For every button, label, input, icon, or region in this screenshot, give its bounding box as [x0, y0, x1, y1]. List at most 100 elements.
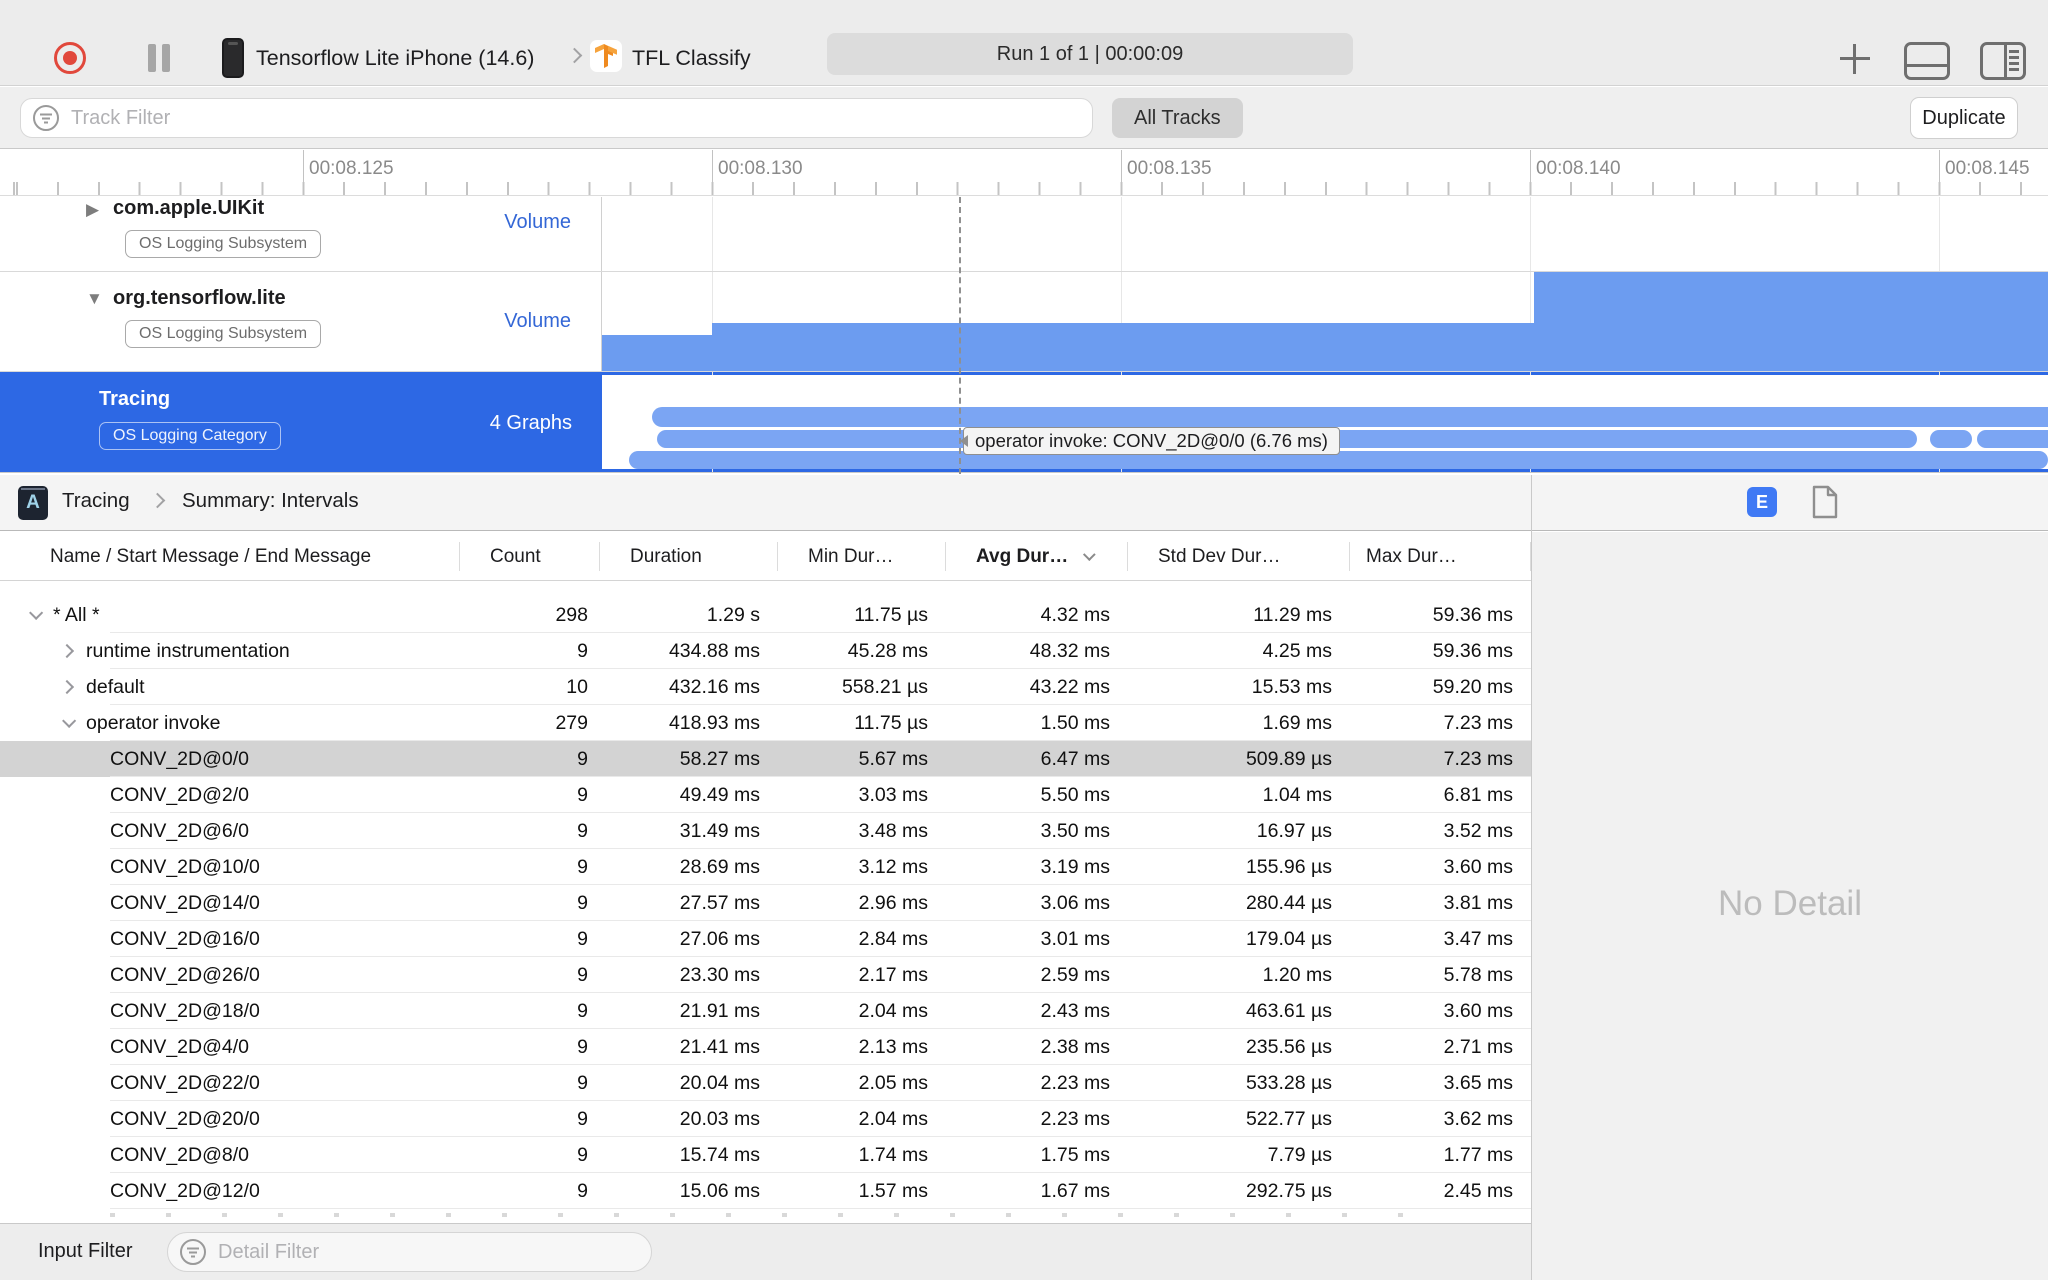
device-selector[interactable]: Tensorflow Lite iPhone (14.6): [256, 46, 535, 70]
disclosure-right-icon[interactable]: [59, 679, 75, 695]
breadcrumb-page[interactable]: Summary: Intervals: [182, 489, 359, 512]
column-header-count[interactable]: Count: [460, 532, 600, 581]
extended-detail-tab[interactable]: E: [1747, 487, 1777, 517]
pane-divider[interactable]: [1531, 475, 1532, 1280]
tracing-instrument-icon: A: [18, 486, 48, 520]
ruler-tick-label: 00:08.130: [718, 158, 803, 179]
run-status-display: Run 1 of 1 | 00:00:09: [827, 33, 1353, 75]
track-row-tensorflow[interactable]: ▼ org.tensorflow.lite OS Logging Subsyst…: [0, 272, 2048, 372]
row-name: CONV_2D@2/0: [110, 783, 250, 806]
cell-duration: 1.29 s: [706, 603, 760, 626]
cell-std: 509.89 µs: [1245, 747, 1332, 770]
disclosure-right-icon[interactable]: [59, 643, 75, 659]
column-header-duration[interactable]: Duration: [600, 532, 778, 581]
track-row-tracing-selected[interactable]: Tracing OS Logging Category 4 Graphs: [0, 372, 2048, 473]
column-header-stddev[interactable]: Std Dev Dur…: [1128, 532, 1350, 581]
table-row[interactable]: default 10 432.16 ms 558.21 µs 43.22 ms 15.53…: [0, 669, 1531, 705]
cell-min: 2.96 ms: [858, 891, 928, 914]
cell-min: 45.28 ms: [847, 639, 928, 662]
row-name: default: [86, 675, 145, 698]
record-button[interactable]: [54, 42, 86, 74]
pause-button[interactable]: [148, 44, 172, 72]
cell-min: 2.17 ms: [858, 963, 928, 986]
volume-bar-segment: [602, 335, 712, 371]
volume-bar-segment: [712, 323, 1534, 371]
cell-avg: 5.50 ms: [1040, 783, 1110, 806]
cell-max: 3.47 ms: [1443, 927, 1513, 950]
cell-count: 9: [577, 783, 588, 806]
column-header-min[interactable]: Min Dur…: [778, 532, 946, 581]
track-row-uikit[interactable]: ▶ com.apple.UIKit OS Logging Subsystem V…: [0, 197, 2048, 272]
disclosure-down-icon[interactable]: ▼: [86, 289, 103, 308]
cell-duration: 20.04 ms: [679, 1071, 760, 1094]
bottom-filter-bar: Input Filter Detail Filter: [0, 1223, 1531, 1280]
input-filter-label[interactable]: Input Filter: [38, 1240, 133, 1262]
ruler-tick-label: 00:08.145: [1945, 158, 2030, 179]
cell-min: 5.67 ms: [858, 747, 928, 770]
disclosure-down-icon[interactable]: [29, 605, 44, 620]
cell-max: 59.36 ms: [1432, 603, 1513, 626]
ruler-tick-label: 00:08.135: [1127, 158, 1212, 179]
all-tracks-button[interactable]: All Tracks: [1112, 98, 1243, 138]
duplicate-button[interactable]: Duplicate: [1910, 97, 2018, 139]
cell-max: 3.52 ms: [1443, 819, 1513, 842]
track-title: org.tensorflow.lite: [113, 287, 286, 309]
cell-min: 2.04 ms: [858, 1107, 928, 1130]
table-row[interactable]: CONV_2D@22/0 9 20.04 ms 2.05 ms 2.23 ms 533.2…: [0, 1065, 1531, 1101]
table-row[interactable]: runtime instrumentation 9 434.88 ms 45.28 m…: [0, 633, 1531, 669]
cell-std: 1.04 ms: [1262, 783, 1332, 806]
cell-min: 2.04 ms: [858, 999, 928, 1022]
cell-max: 7.23 ms: [1443, 747, 1513, 770]
table-row[interactable]: CONV_2D@6/0 9 31.49 ms 3.48 ms 3.50 ms 16.97 …: [0, 813, 1531, 849]
breadcrumb-instrument[interactable]: Tracing: [62, 489, 130, 512]
table-row[interactable]: operator invoke 279 418.93 ms 11.75 µs 1.50 …: [0, 705, 1531, 741]
column-header-max[interactable]: Max Dur…: [1350, 532, 1531, 581]
ruler-major-tick: [1530, 150, 1531, 195]
track-filter-input[interactable]: Track Filter: [20, 98, 1093, 138]
track-filter-placeholder: Track Filter: [71, 106, 171, 129]
ruler-minor-ticks: [0, 182, 2048, 195]
cell-count: 9: [577, 1179, 588, 1202]
inspection-playhead[interactable]: [959, 197, 961, 474]
document-detail-tab[interactable]: [1812, 485, 1838, 519]
table-row[interactable]: CONV_2D@8/0 9 15.74 ms 1.74 ms 1.75 ms 7.79 µ…: [0, 1137, 1531, 1173]
cell-max: 3.60 ms: [1443, 999, 1513, 1022]
table-row[interactable]: CONV_2D@4/0 9 21.41 ms 2.13 ms 2.38 ms 235.56…: [0, 1029, 1531, 1065]
add-instrument-button[interactable]: [1840, 44, 1870, 74]
timeline-gridline: [712, 272, 713, 371]
table-row[interactable]: * All * 298 1.29 s 11.75 µs 4.32 ms 11.29 ms 5…: [0, 597, 1531, 633]
cell-min: 3.03 ms: [858, 783, 928, 806]
cell-max: 3.65 ms: [1443, 1071, 1513, 1094]
table-row[interactable]: CONV_2D@12/0 9 15.06 ms 1.57 ms 1.67 ms 292.7…: [0, 1173, 1531, 1209]
track-graph-type[interactable]: Volume: [504, 211, 571, 233]
toggle-right-pane-button[interactable]: [1980, 42, 2026, 80]
table-row[interactable]: CONV_2D@2/0 9 49.49 ms 3.03 ms 5.50 ms 1.04 m…: [0, 777, 1531, 813]
detail-filter-input[interactable]: Detail Filter: [167, 1232, 652, 1272]
disclosure-right-icon[interactable]: ▶: [86, 200, 100, 219]
table-row[interactable]: CONV_2D@14/0 9 27.57 ms 2.96 ms 3.06 ms 280.4…: [0, 885, 1531, 921]
cell-max: 7.23 ms: [1443, 711, 1513, 734]
cell-avg: 2.38 ms: [1040, 1035, 1110, 1058]
cell-duration: 23.30 ms: [679, 963, 760, 986]
cell-duration: 21.41 ms: [679, 1035, 760, 1058]
column-header-name[interactable]: Name / Start Message / End Message: [0, 532, 460, 581]
table-row[interactable]: CONV_2D@10/0 9 28.69 ms 3.12 ms 3.19 ms 155.9…: [0, 849, 1531, 885]
table-row[interactable]: CONV_2D@26/0 9 23.30 ms 2.17 ms 2.59 ms 1.20 …: [0, 957, 1531, 993]
table-row[interactable]: CONV_2D@0/0 9 58.27 ms 5.67 ms 6.47 ms 509.89…: [0, 741, 1531, 777]
interval-bar: [1930, 430, 1972, 448]
track-filter-bar: Track Filter All Tracks Duplicate: [0, 87, 2048, 149]
cell-max: 3.62 ms: [1443, 1107, 1513, 1130]
table-row[interactable]: CONV_2D@16/0 9 27.06 ms 2.84 ms 3.01 ms 179.0…: [0, 921, 1531, 957]
table-row[interactable]: CONV_2D@20/0 9 20.03 ms 2.04 ms 2.23 ms 522.7…: [0, 1101, 1531, 1137]
toggle-bottom-pane-button[interactable]: [1904, 42, 1950, 80]
track-graph-count: 4 Graphs: [489, 412, 572, 434]
disclosure-down-icon[interactable]: [62, 713, 77, 728]
cell-avg: 6.47 ms: [1040, 747, 1110, 770]
cell-max: 1.77 ms: [1443, 1143, 1513, 1166]
table-row[interactable]: CONV_2D@18/0 9 21.91 ms 2.04 ms 2.43 ms 463.6…: [0, 993, 1531, 1029]
track-graph-type[interactable]: Volume: [504, 310, 571, 332]
column-header-avg-sorted[interactable]: Avg Dur…: [946, 532, 1128, 581]
cell-std: 7.79 µs: [1267, 1143, 1332, 1166]
target-app-selector[interactable]: TFL Classify: [632, 46, 751, 70]
